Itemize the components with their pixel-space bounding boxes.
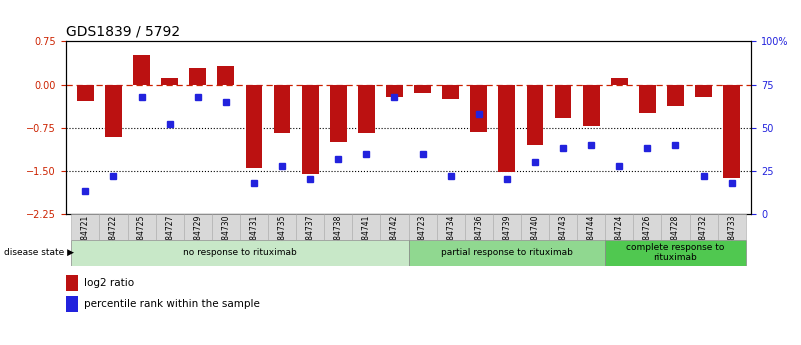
Bar (296, 214, 324, 240)
Bar (526, 85, 543, 145)
Bar (352, 214, 380, 240)
Text: disease state ▶: disease state ▶ (4, 248, 74, 257)
Bar (66, 275, 78, 291)
Bar (465, 214, 493, 240)
Text: GSM84721: GSM84721 (81, 215, 90, 256)
Text: GSM84728: GSM84728 (671, 215, 680, 256)
Bar (437, 214, 465, 240)
Bar (409, 214, 437, 240)
Bar (521, 214, 549, 240)
Text: GSM84743: GSM84743 (558, 215, 568, 256)
Bar (690, 214, 718, 240)
Text: GSM84738: GSM84738 (334, 215, 343, 256)
Bar (330, 85, 347, 142)
Text: GDS1839 / 5792: GDS1839 / 5792 (66, 25, 179, 39)
Bar (324, 214, 352, 240)
Bar (470, 85, 487, 132)
Bar (606, 240, 746, 266)
Text: GSM84726: GSM84726 (643, 215, 652, 256)
Bar (583, 85, 600, 126)
Text: GSM84744: GSM84744 (586, 215, 596, 256)
Bar (77, 85, 94, 101)
Text: no response to rituximab: no response to rituximab (183, 248, 297, 257)
Bar (268, 214, 296, 240)
Text: GSM84724: GSM84724 (614, 215, 624, 256)
Bar (493, 214, 521, 240)
Bar (240, 214, 268, 240)
Bar (662, 214, 690, 240)
Text: GSM84729: GSM84729 (193, 215, 203, 256)
Text: GSM84725: GSM84725 (137, 215, 146, 256)
Bar (127, 214, 155, 240)
Bar (302, 85, 319, 174)
Text: GSM84734: GSM84734 (446, 215, 455, 256)
Bar (718, 214, 746, 240)
Text: GSM84733: GSM84733 (727, 215, 736, 256)
Bar (217, 66, 234, 85)
Bar (667, 85, 684, 106)
Bar (409, 240, 606, 266)
Bar (554, 85, 571, 118)
Text: GSM84740: GSM84740 (530, 215, 539, 256)
Bar (442, 85, 459, 99)
Bar (161, 78, 178, 85)
Bar (155, 214, 183, 240)
Bar (577, 214, 606, 240)
Bar (71, 214, 99, 240)
Bar (634, 214, 662, 240)
Bar (380, 214, 409, 240)
Bar (105, 85, 122, 137)
Text: GSM84731: GSM84731 (249, 215, 259, 256)
Text: log2 ratio: log2 ratio (83, 278, 134, 288)
Text: partial response to rituximab: partial response to rituximab (441, 248, 573, 257)
Text: GSM84723: GSM84723 (418, 215, 427, 256)
Text: percentile rank within the sample: percentile rank within the sample (83, 299, 260, 309)
Bar (211, 214, 240, 240)
Bar (606, 214, 634, 240)
Bar (183, 214, 211, 240)
Bar (71, 240, 409, 266)
Text: GSM84741: GSM84741 (362, 215, 371, 256)
Text: GSM84735: GSM84735 (278, 215, 287, 256)
Bar (274, 85, 291, 134)
Bar (386, 85, 403, 97)
Text: GSM84730: GSM84730 (221, 215, 231, 256)
Bar (189, 68, 206, 85)
Text: GSM84732: GSM84732 (699, 215, 708, 256)
Text: complete response to
rituximab: complete response to rituximab (626, 243, 725, 263)
Bar (246, 85, 263, 168)
Text: GSM84722: GSM84722 (109, 215, 118, 256)
Bar (695, 85, 712, 97)
Text: GSM84727: GSM84727 (165, 215, 174, 256)
Bar (66, 296, 78, 312)
Bar (414, 85, 431, 93)
Bar (549, 214, 577, 240)
Bar (99, 214, 127, 240)
Bar (611, 78, 628, 85)
Text: GSM84742: GSM84742 (390, 215, 399, 256)
Bar (133, 55, 150, 85)
Bar (639, 85, 656, 113)
Bar (358, 85, 375, 134)
Text: GSM84737: GSM84737 (306, 215, 315, 256)
Text: GSM84739: GSM84739 (502, 215, 511, 256)
Bar (723, 85, 740, 178)
Bar (498, 85, 515, 172)
Text: GSM84736: GSM84736 (474, 215, 483, 256)
